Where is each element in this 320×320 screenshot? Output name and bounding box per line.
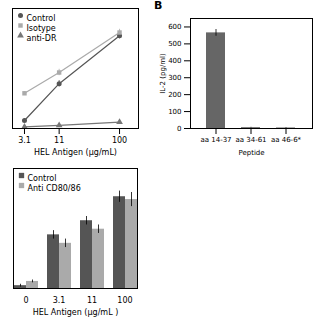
svg-text:anti-DR: anti-DR	[27, 34, 57, 43]
svg-text:0: 0	[23, 296, 28, 305]
svg-text:aa 14-37: aa 14-37	[200, 136, 231, 144]
svg-text:200: 200	[168, 91, 181, 99]
svg-text:3.1: 3.1	[18, 136, 31, 145]
svg-text:3.1: 3.1	[53, 296, 66, 305]
svg-text:0: 0	[177, 125, 181, 133]
svg-text:100: 100	[117, 296, 132, 305]
svg-text:11: 11	[54, 136, 64, 145]
svg-text:100: 100	[112, 136, 127, 145]
svg-text:HEL Antigen (μg/mL ): HEL Antigen (μg/mL )	[33, 308, 118, 317]
svg-text:100: 100	[168, 108, 181, 116]
svg-text:HEL Antigen (μg/mL): HEL Antigen (μg/mL)	[34, 148, 117, 157]
svg-text:Peptide: Peptide	[238, 149, 264, 157]
svg-text:Control: Control	[28, 174, 57, 183]
svg-text:Isotype: Isotype	[27, 24, 56, 33]
svg-text:Anti CD80/86: Anti CD80/86	[28, 184, 81, 193]
svg-text:Control: Control	[27, 14, 56, 23]
svg-text:400: 400	[168, 57, 181, 65]
svg-text:500: 500	[168, 40, 181, 48]
svg-text:IL-2 (pg/ml): IL-2 (pg/ml)	[159, 53, 167, 94]
svg-text:11: 11	[87, 296, 97, 305]
svg-text:300: 300	[168, 74, 181, 82]
svg-text:600: 600	[168, 23, 181, 31]
svg-text:aa 46-6*: aa 46-6*	[271, 136, 302, 144]
svg-text:aa 34-61: aa 34-61	[235, 136, 266, 144]
html-text:B: B	[154, 0, 163, 12]
